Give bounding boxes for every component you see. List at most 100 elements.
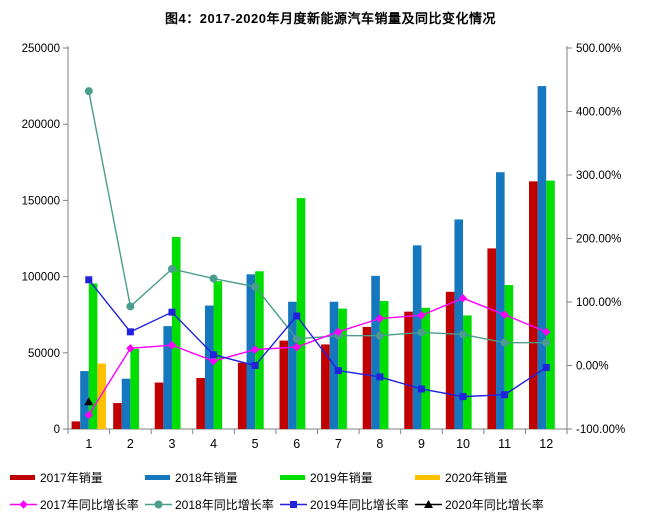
chart-title: 图4：2017-2020年月度新能源汽车销量及同比变化情况 (165, 11, 496, 26)
bar-2018年销量 (412, 245, 422, 429)
x-axis-category-label: 12 (539, 437, 553, 451)
right-axis-tick-label: 400.00% (576, 107, 621, 119)
marker-circle (292, 334, 301, 343)
right-axis-tick-label: -100.00% (576, 424, 625, 436)
x-axis-category-label: 8 (376, 437, 383, 451)
marker-diamond (334, 327, 343, 337)
line-2019年同比增长率 (88, 279, 547, 398)
marker-diamond (209, 356, 218, 366)
legend-bar-swatch (145, 475, 170, 480)
legend-bar-swatch (10, 475, 35, 480)
marker-diamond (84, 410, 93, 420)
x-axis-category-label: 10 (456, 437, 470, 451)
bar-2017年销量 (362, 326, 372, 429)
legend-item-2019年销量: 2019年销量 (280, 469, 415, 486)
left-axis-tick-label: 50000 (28, 348, 60, 360)
bar-2018年销量 (121, 378, 131, 429)
legend-bar-swatch (280, 475, 305, 480)
marker-triangle (84, 397, 94, 406)
marker-square (501, 391, 509, 399)
marker-diamond (126, 344, 135, 353)
bar-2018年销量 (454, 219, 464, 429)
legend-bar-swatch (415, 475, 440, 480)
line-2017年同比增长率 (88, 297, 547, 416)
legend-label: 2020年同比增长率 (445, 498, 544, 512)
marker-diamond (167, 340, 177, 350)
x-axis-category-label: 1 (85, 437, 92, 451)
marker-square (376, 373, 384, 381)
bar-2017年销量 (529, 181, 538, 429)
x-axis-category-label: 11 (498, 437, 511, 451)
bar-2019年销量 (88, 283, 98, 429)
marker-circle (84, 87, 93, 96)
marker-diamond (458, 293, 468, 303)
legend-line-swatch (10, 500, 37, 509)
right-axis-tick-label: 300.00% (576, 170, 621, 182)
marker-square (251, 362, 259, 369)
marker-circle (417, 328, 426, 337)
left-axis-tick-label: 100000 (22, 272, 60, 284)
bar-2019年销量 (171, 236, 181, 429)
marker-diamond (375, 314, 385, 323)
legend-item-2017年同比增长率: 2017年同比增长率 (10, 496, 145, 513)
bar-2019年销量 (130, 348, 139, 429)
bar-2017年销量 (237, 362, 247, 429)
marker-square (210, 351, 218, 359)
marker-circle (126, 302, 135, 311)
x-axis-category-label: 6 (293, 437, 300, 451)
bar-2017年销量 (113, 403, 122, 429)
bar-2017年销量 (279, 340, 289, 429)
bar-2018年销量 (371, 275, 380, 429)
marker-square (293, 312, 301, 320)
marker-circle (209, 274, 218, 283)
marker-diamond (500, 310, 509, 319)
marker-diamond (542, 327, 551, 337)
marker-square (459, 393, 467, 401)
right-axis-tick-label: 100.00% (576, 297, 621, 309)
left-axis-tick-label: 250000 (22, 43, 60, 55)
marker-diamond (417, 311, 426, 320)
legend-item-2020年同比增长率: 2020年同比增长率 (415, 496, 550, 513)
bar-2019年销量 (421, 307, 431, 429)
bar-2018年销量 (246, 274, 256, 429)
marker-square (542, 363, 550, 371)
bar-2019年销量 (213, 281, 223, 429)
x-axis-category-label: 2 (127, 437, 134, 451)
bar-2018年销量 (537, 86, 547, 429)
bar-2017年销量 (404, 311, 413, 429)
marker-square (334, 367, 342, 375)
legend-line-swatch (145, 500, 172, 509)
legend-item-2018年销量: 2018年销量 (145, 469, 280, 486)
legend-item-2020年销量: 2020年销量 (415, 469, 550, 486)
bar-2017年销量 (487, 248, 497, 429)
right-axis-tick-label: 200.00% (576, 234, 621, 246)
x-axis-category-label: 4 (210, 437, 217, 451)
marker-circle (542, 338, 551, 347)
marker-square (417, 385, 425, 393)
x-axis-category-label: 7 (335, 437, 342, 451)
marker-square (85, 276, 93, 284)
x-axis-category-label: 5 (252, 437, 259, 451)
bar-2017年销量 (321, 344, 330, 429)
legend-item-2017年销量: 2017年销量 (10, 469, 145, 486)
legend-label: 2017年销量 (40, 471, 103, 485)
bar-2017年销量 (445, 291, 455, 429)
x-axis-category-label: 3 (168, 437, 175, 451)
bar-2017年销量 (71, 421, 81, 429)
bar-2019年销量 (296, 198, 306, 429)
legend-label: 2018年销量 (175, 471, 238, 485)
left-axis-tick-label: 200000 (22, 119, 60, 131)
marker-circle (459, 330, 468, 339)
bar-2019年销量 (546, 180, 555, 429)
bar-2019年销量 (463, 315, 472, 429)
right-axis-tick-label: 0.00% (576, 361, 609, 373)
line-2018年同比增长率 (88, 91, 547, 344)
marker-circle (500, 338, 509, 347)
bar-2018年销量 (204, 305, 214, 429)
bar-2019年销量 (338, 308, 347, 429)
marker-circle (375, 331, 384, 340)
legend-item-2019年同比增长率: 2019年同比增长率 (280, 496, 415, 513)
marker-circle (167, 264, 176, 273)
bar-2018年销量 (496, 172, 505, 429)
